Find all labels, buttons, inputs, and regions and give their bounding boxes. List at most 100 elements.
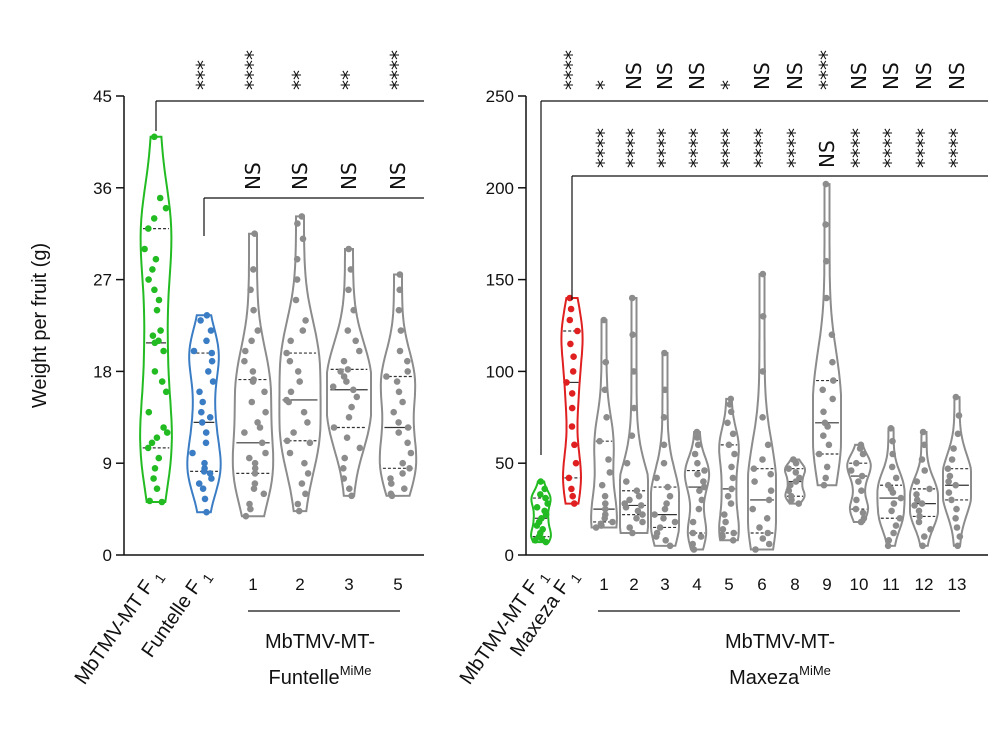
data-point (592, 524, 600, 531)
data-point (756, 524, 763, 531)
data-point (829, 358, 836, 366)
data-point (656, 524, 664, 531)
violin-funtelle-4 (326, 245, 372, 500)
data-point (763, 515, 771, 522)
data-point (406, 465, 413, 472)
data-point (718, 531, 726, 539)
data-point (190, 347, 198, 355)
violin-outline (139, 135, 173, 504)
data-point (298, 480, 306, 487)
data-point (254, 327, 262, 334)
data-point (153, 485, 161, 493)
data-point (250, 376, 257, 383)
data-point (759, 414, 766, 421)
significance-vs-parent1: **** (815, 50, 839, 90)
data-point (541, 507, 548, 515)
data-point (858, 472, 866, 480)
data-point (568, 485, 575, 493)
data-point (151, 368, 159, 375)
data-point (563, 379, 570, 386)
data-point (795, 500, 802, 507)
data-point (203, 312, 211, 319)
data-point (767, 487, 775, 495)
data-point (345, 286, 352, 294)
data-point (395, 306, 403, 314)
data-point (921, 533, 928, 540)
data-point (347, 266, 355, 273)
data-point (567, 305, 575, 313)
data-point (352, 337, 360, 345)
data-point (752, 546, 759, 553)
x-tick-label: 1 (248, 575, 257, 594)
data-point (664, 483, 671, 491)
data-point (727, 500, 735, 507)
violin-maxeza-8 (784, 456, 806, 507)
significance-vs-parent2: **** (653, 128, 677, 168)
data-point (727, 395, 735, 403)
data-point (151, 465, 159, 472)
data-point (344, 327, 352, 334)
data-point (393, 378, 401, 385)
data-point (152, 255, 160, 263)
data-point (388, 480, 395, 487)
data-point (343, 378, 350, 385)
data-point (206, 470, 214, 477)
data-point (852, 505, 860, 513)
data-point (628, 432, 636, 440)
data-point (915, 518, 923, 526)
x-tick-label: 3 (344, 575, 353, 594)
data-point (952, 481, 959, 489)
group-label-line1: MbTMV-MT- (265, 631, 375, 653)
data-point (205, 368, 212, 375)
data-point (785, 487, 793, 495)
data-point (247, 505, 254, 513)
data-point (199, 485, 207, 493)
data-point (390, 408, 398, 416)
x-tick-label: 4 (692, 575, 701, 594)
data-point (911, 502, 918, 509)
data-point (767, 470, 774, 478)
data-point (301, 459, 308, 467)
data-point (150, 475, 157, 482)
data-point (571, 500, 578, 507)
violin-funtelle-3 (278, 213, 322, 515)
data-point (603, 414, 610, 421)
data-point (568, 404, 576, 412)
data-point (955, 412, 963, 419)
data-point (201, 495, 209, 503)
violin-maxeza-9 (812, 180, 842, 489)
data-point (698, 496, 706, 504)
data-point (820, 408, 827, 416)
violin-maxeza-0 (530, 478, 552, 546)
data-point (208, 475, 215, 482)
data-point (796, 474, 803, 482)
data-point (256, 424, 264, 431)
group-label-line2: MaxezaMiMe (729, 663, 831, 689)
data-point (689, 529, 697, 537)
data-point (149, 332, 157, 340)
y-tick-label: 0 (103, 546, 112, 565)
data-point (859, 509, 867, 517)
violin-maxeza-7 (747, 270, 777, 553)
data-point (196, 388, 203, 396)
data-point (828, 331, 836, 339)
data-point (251, 470, 259, 477)
data-point (160, 347, 167, 355)
data-point (399, 459, 407, 467)
x-tick-label: 5 (724, 575, 733, 594)
data-point (751, 478, 758, 485)
data-point (721, 511, 728, 518)
data-point (695, 505, 703, 513)
data-point (945, 489, 953, 496)
significance-vs-parent2: NS (815, 140, 839, 168)
data-point (404, 368, 412, 375)
data-point (395, 429, 403, 436)
data-point (160, 424, 167, 431)
data-point (387, 475, 394, 482)
data-point (888, 463, 896, 471)
data-point (666, 542, 674, 550)
data-point (198, 419, 206, 426)
data-point (340, 475, 348, 482)
